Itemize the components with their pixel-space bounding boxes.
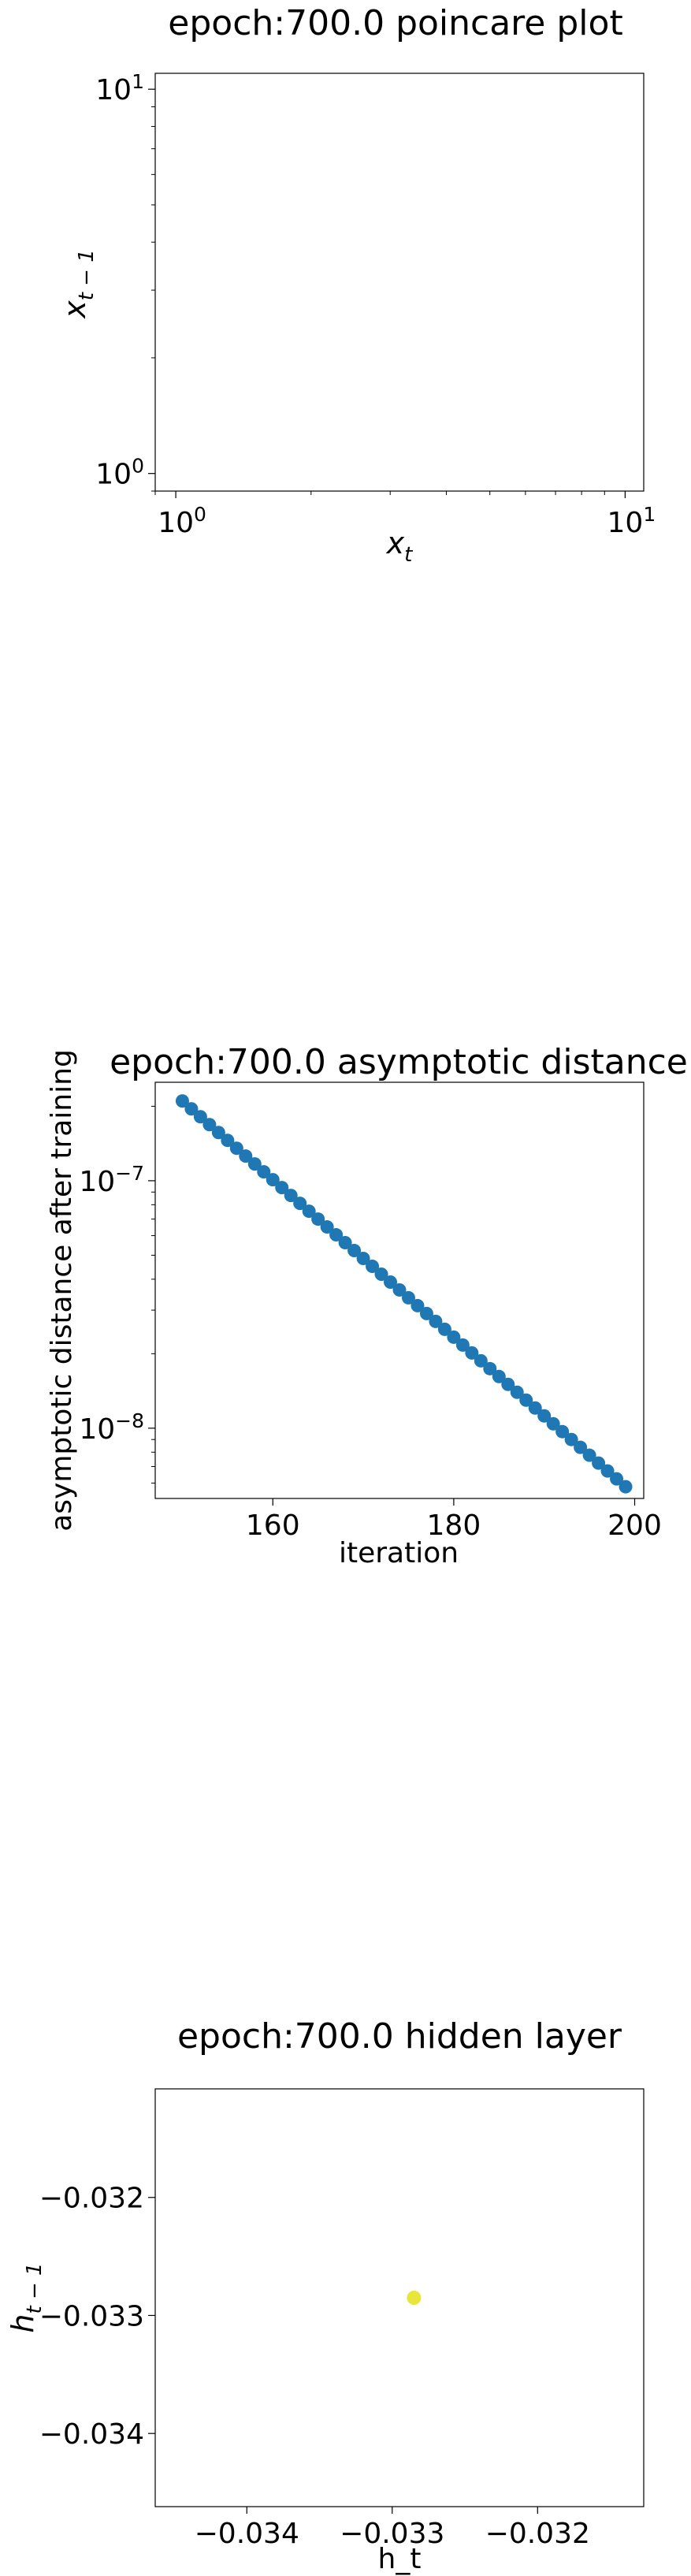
data-point <box>347 1244 362 1258</box>
data-point <box>184 1102 199 1116</box>
data-point <box>429 1314 443 1328</box>
data-point <box>320 1220 334 1234</box>
data-point <box>193 1110 207 1124</box>
y-axis-label: xt − 1 <box>58 249 98 319</box>
plot-frame <box>154 1081 645 1499</box>
plot-frame <box>154 73 645 492</box>
y-tick-label: −0.034 <box>39 2418 144 2451</box>
data-point <box>247 1157 262 1171</box>
data-point <box>600 1464 615 1478</box>
y-tick-label: −0.032 <box>39 2183 144 2215</box>
x-tick-label: 200 <box>607 1509 662 1542</box>
data-point <box>501 1377 515 1391</box>
x-tick-label: −0.034 <box>195 2518 299 2550</box>
data-point <box>211 1126 225 1140</box>
x-axis-label: iteration <box>339 1537 459 1569</box>
data-point <box>564 1432 578 1446</box>
plot-frame <box>154 2088 645 2507</box>
data-point <box>546 1416 560 1431</box>
data-point <box>411 1298 425 1312</box>
data-point <box>437 1322 451 1336</box>
y-axis-label: ht − 1 <box>6 2262 46 2332</box>
poincare-plot: epoch:700.0 poincare plot 100 101 100 101 x… <box>58 3 656 567</box>
data-point <box>474 1353 488 1368</box>
x-tick-label: 160 <box>246 1509 300 1542</box>
y-axis-label: asymptotic distance after training <box>46 1049 78 1532</box>
y-tick-label: 101 <box>95 70 144 106</box>
y-tick-label: −0.033 <box>39 2300 144 2332</box>
y-tick-label: 10−8 <box>79 1409 144 1446</box>
data-point <box>528 1401 542 1415</box>
data-point <box>610 1472 624 1486</box>
data-point <box>366 1259 380 1273</box>
data-point <box>284 1189 298 1203</box>
data-point <box>619 1480 633 1494</box>
y-tick-label: 100 <box>95 455 144 491</box>
data-point <box>392 1282 407 1297</box>
asymptotic-distance-plot: epoch:700.0 asymptotic distance 160 180 20… <box>46 1042 688 1569</box>
x-tick-label: −0.032 <box>485 2518 590 2550</box>
data-point <box>293 1197 307 1211</box>
x-tick-label: 100 <box>158 503 206 539</box>
data-point <box>239 1149 253 1163</box>
data-point <box>455 1338 470 1352</box>
data-point <box>384 1275 398 1289</box>
data-point <box>419 1306 433 1320</box>
data-point <box>401 1290 415 1305</box>
data-point <box>266 1173 280 1187</box>
chart-title: epoch:700.0 hidden layer <box>177 2016 622 2057</box>
data-point <box>374 1267 388 1281</box>
data-point <box>574 1440 588 1454</box>
data-point <box>492 1369 506 1383</box>
data-point <box>465 1346 479 1360</box>
data-point <box>229 1141 243 1156</box>
data-point <box>202 1118 217 1132</box>
data-point <box>338 1236 352 1250</box>
x-axis-label: xt <box>386 526 414 567</box>
hidden-layer-plot: epoch:700.0 hidden layer −0.034 −0.033 −0.… <box>6 2016 645 2575</box>
data-point <box>537 1409 552 1423</box>
x-axis-label: h_t <box>378 2543 422 2575</box>
data-point <box>510 1385 524 1399</box>
data-point <box>483 1361 497 1375</box>
data-point <box>407 2291 422 2305</box>
data-point <box>592 1456 606 1470</box>
data-point <box>447 1330 461 1344</box>
data-point <box>221 1134 235 1148</box>
data-point <box>302 1204 316 1219</box>
x-tick-label: 180 <box>427 1509 481 1542</box>
data-point <box>175 1094 189 1108</box>
data-point <box>356 1252 370 1266</box>
x-tick-label: −0.033 <box>340 2518 444 2550</box>
data-point <box>311 1212 325 1227</box>
data-point <box>329 1228 344 1242</box>
data-point <box>275 1181 289 1195</box>
y-tick-label: 10−7 <box>79 1162 144 1198</box>
data-point <box>519 1393 533 1407</box>
data-point <box>257 1165 271 1179</box>
data-point <box>582 1448 596 1462</box>
data-point <box>555 1424 570 1439</box>
x-tick-label: 101 <box>607 503 656 539</box>
chart-title: epoch:700.0 asymptotic distance <box>110 1042 688 1082</box>
chart-title: epoch:700.0 poincare plot <box>168 3 622 43</box>
